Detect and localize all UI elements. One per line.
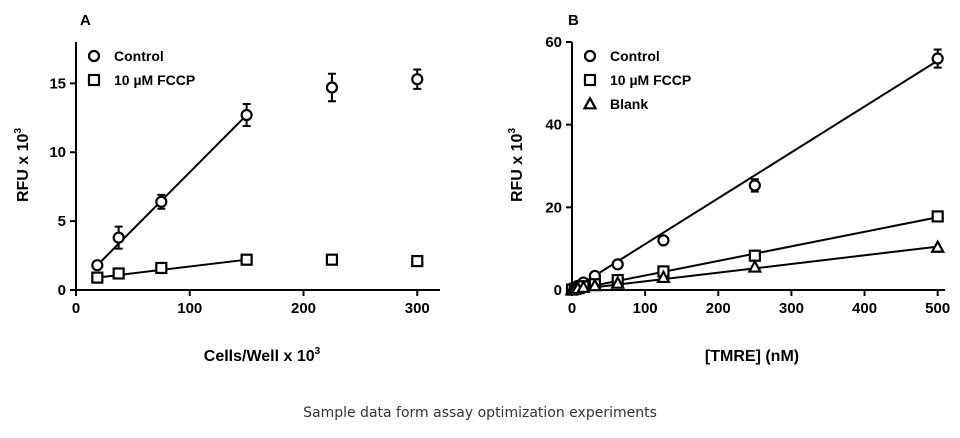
panel-b-y-tick-label: 60 [545, 34, 562, 51]
panel-b-legend: Control 10 µM FCCP Blank [582, 48, 691, 112]
panel-b-point-circle [931, 52, 944, 65]
panel-b-point-triangle [930, 239, 946, 253]
panel-b-x-tick-label: 100 [633, 300, 658, 317]
chart-panel-a: A 0 100 200 300 0 5 10 15 Control 10 µM FCCP Cel… [13, 12, 440, 365]
panel-b-legend-marker-circle [583, 49, 597, 63]
panel-b-point-square [931, 210, 944, 223]
panel-b-y-tick-label: 40 [545, 117, 562, 134]
panel-a-y-tick-label: 10 [49, 144, 66, 161]
panel-b-point-square [748, 249, 761, 262]
panel-a-point-circle [240, 108, 253, 122]
panel-b-y-axis-title-sup: 3 [507, 128, 518, 134]
panel-b-x-axis-title: [TMRE] (nM) [705, 348, 799, 365]
panel-a-point-square [411, 254, 424, 268]
panel-a-x-axis-title: Cells/Well x 103 [204, 346, 321, 365]
panel-b-data-marks [564, 48, 946, 296]
panel-b-letter: B [568, 12, 579, 29]
panel-a-point-circle [155, 195, 168, 208]
panel-a-legend-marker-circle [87, 49, 101, 63]
panel-b-x-tick-label: 0 [568, 300, 576, 317]
panel-b-point-circle [657, 234, 670, 247]
panel-a-legend-label: 10 µM FCCP [114, 72, 195, 88]
panel-a-y-axis-title: RFU x 103 [13, 128, 32, 202]
panel-a-x-axis-title-sup: 3 [315, 346, 321, 357]
figure-caption: Sample data form assay optimization expe… [303, 405, 657, 421]
panel-a-y-axis-title-sup: 3 [13, 128, 24, 134]
panel-b-y-tick-label: 20 [545, 199, 562, 216]
panel-a-x-tick-label: 300 [405, 300, 430, 317]
panel-b-point-circle [748, 179, 761, 192]
panel-a-point-square [112, 267, 125, 280]
panel-a-point-square [155, 261, 168, 275]
panel-b-legend-label: Control [610, 48, 660, 64]
panel-b-point-triangle [610, 275, 626, 289]
panel-b-legend-marker-square [583, 73, 597, 87]
panel-a-data-marks [91, 68, 424, 284]
panel-b-x-tick-label: 500 [925, 300, 950, 317]
panel-b-x-tick-label: 400 [852, 300, 877, 317]
panel-b-x-tick-label: 200 [706, 300, 731, 317]
panel-a-point-circle [91, 259, 104, 272]
panel-a-y-axis-title-text: RFU x 10 [15, 133, 32, 202]
panel-b-x-tick-label: 300 [779, 300, 804, 317]
panel-b-point-triangle [587, 277, 603, 292]
panel-b-legend-label: Blank [610, 96, 648, 112]
panel-a-legend-marker-square [87, 73, 101, 87]
panel-b-y-tick-label: 0 [554, 282, 562, 299]
panel-a-x-tick-label: 0 [72, 300, 80, 317]
panel-a-legend: Control 10 µM FCCP [87, 48, 195, 88]
panel-b-fit-line-circle [571, 59, 939, 291]
panel-a-y-tick-label: 15 [49, 75, 66, 92]
panel-a-point-circle [112, 231, 125, 244]
panel-a-point-square [325, 253, 339, 266]
panel-b-x-axis-title-text: [TMRE] (nM) [705, 348, 799, 365]
panel-a-letter: A [80, 12, 91, 29]
panel-a-point-square [91, 271, 104, 284]
panel-a-axes: 0 100 200 300 0 5 10 15 [49, 42, 440, 317]
panel-b-axes: 0 100 200 300 400 500 0 20 40 60 [545, 34, 950, 317]
panel-a-x-axis-title-text: Cells/Well x 10 [204, 348, 315, 365]
panel-a-legend-label: Control [114, 48, 164, 64]
panel-a-fit-lines [96, 114, 248, 279]
panel-b-legend-marker-triangle [582, 95, 598, 110]
panel-b-point-circle [611, 258, 624, 271]
panel-b-y-axis-title: RFU x 103 [507, 128, 526, 202]
panel-b-point-triangle [656, 269, 671, 284]
panel-a-x-tick-label: 100 [177, 300, 202, 317]
panel-b-point-triangle [576, 279, 591, 293]
panel-a-point-circle [325, 81, 339, 94]
panel-b-point-triangle [747, 259, 763, 273]
panel-a-x-tick-label: 200 [291, 300, 316, 317]
chart-panel-b: B 0 100 200 300 400 500 0 20 40 60 Control 10 µM F… [507, 12, 950, 365]
panel-b-y-axis-title-text: RFU x 10 [509, 133, 526, 202]
panel-a-y-tick-label: 0 [58, 282, 66, 299]
panel-a-y-tick-label: 5 [58, 213, 66, 230]
panel-b-legend-label: 10 µM FCCP [610, 72, 691, 88]
panel-a-point-square [240, 253, 253, 266]
panel-a-point-circle [411, 73, 424, 86]
